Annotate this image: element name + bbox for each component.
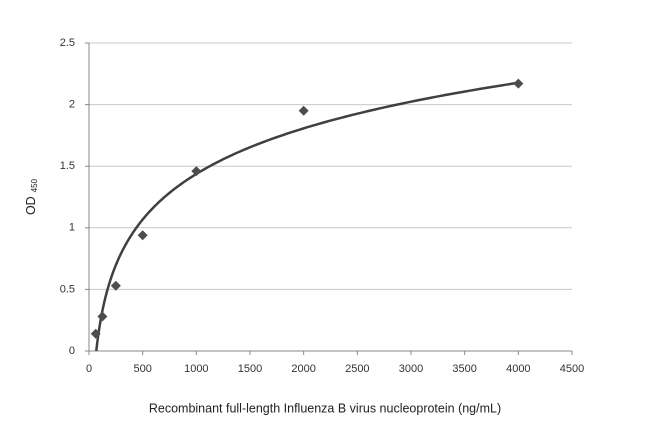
x-tick-label: 0 <box>86 363 92 375</box>
y-axis-label: OD 450 <box>24 178 39 215</box>
y-tick-label: 1 <box>69 222 75 234</box>
x-tick-label: 3500 <box>452 363 476 375</box>
y-tick-label: 0.5 <box>60 283 75 295</box>
y-tick-label: 2.5 <box>60 37 75 49</box>
x-tick-label: 3000 <box>399 363 423 375</box>
y-label-subscript: 450 <box>30 178 39 192</box>
y-tick-label: 1.5 <box>60 160 75 172</box>
data-point <box>298 105 309 116</box>
data-point <box>137 230 148 241</box>
data-point <box>191 166 202 177</box>
data-point <box>110 280 121 291</box>
data-point <box>513 78 524 89</box>
data-point <box>90 328 101 339</box>
x-tick-label: 2500 <box>345 363 369 375</box>
x-tick-label: 4000 <box>506 363 530 375</box>
x-tick-label: 2000 <box>291 363 315 375</box>
x-tick-label: 500 <box>133 363 151 375</box>
x-tick-label: 4500 <box>560 363 584 375</box>
y-tick-label: 2 <box>69 99 75 111</box>
data-point <box>97 311 108 322</box>
x-tick-label: 1500 <box>238 363 262 375</box>
x-tick-label: 1000 <box>184 363 208 375</box>
trendline <box>95 81 519 352</box>
y-label-text: OD <box>24 196 38 215</box>
y-tick-label: 0 <box>69 345 75 357</box>
x-axis-label: Recombinant full-length Influenza B viru… <box>149 401 501 415</box>
